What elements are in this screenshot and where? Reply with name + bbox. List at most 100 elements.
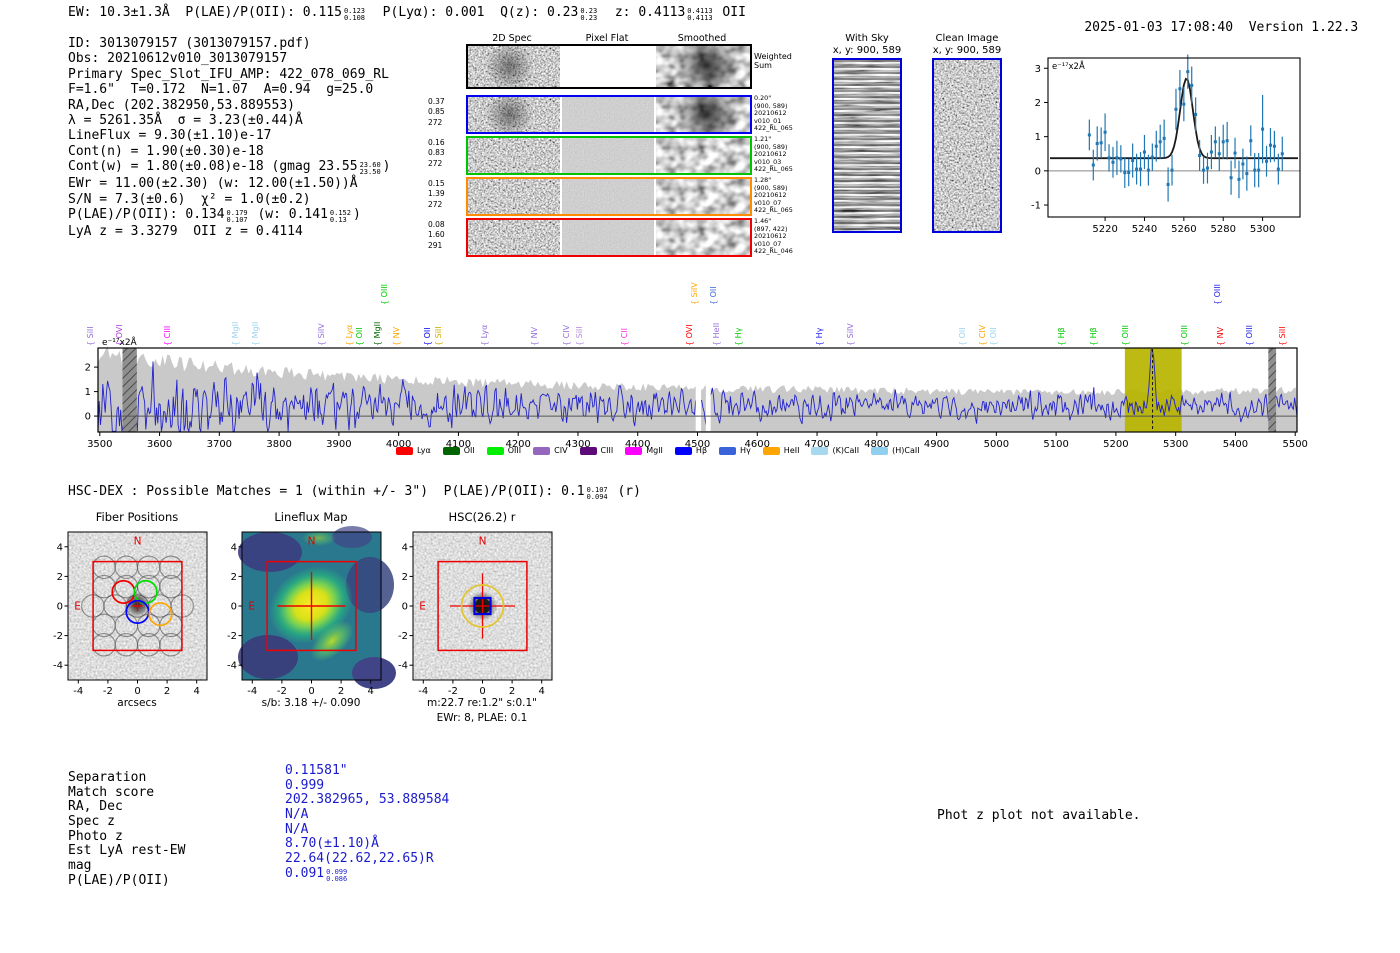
data-point (1209, 150, 1213, 154)
noise-rect (468, 97, 560, 132)
x-tick-label: 3900 (326, 439, 351, 450)
data-point (1225, 139, 1229, 143)
match-table-row-value: 0.091 0.099 0.086 (285, 866, 449, 883)
legend-label: (K)CaII (832, 446, 860, 455)
lineflux-map-panel: -4 -4 -2 -2 0 0 2 2 4 4 N E (227, 526, 396, 697)
data-point (1091, 163, 1095, 167)
cutout-right-label: (900, 589) (754, 101, 788, 110)
cutout-right-labels: 1.46" (897, 422) 20210612 v010_07 422_RL_046 (754, 217, 800, 256)
x-tick-label: 0 (479, 686, 485, 697)
x-tick-label: 3800 (266, 439, 291, 450)
data-point (1139, 167, 1143, 171)
info-line: P(LAE)/P(OII): 0.134 0.179 0.107 (w: 0.141… (68, 207, 391, 224)
cutout-right-label: v010_07 (754, 198, 782, 207)
data-point (1202, 168, 1206, 172)
data-point (1249, 139, 1253, 143)
cutout-cell-svg (656, 138, 750, 173)
x-tick-label: 0 (134, 686, 140, 697)
data-point (1241, 162, 1245, 166)
x-tick-label: 5240 (1132, 224, 1157, 235)
x-tick-label: 2 (164, 686, 170, 697)
data-point (1182, 102, 1186, 106)
data-point (1205, 166, 1209, 170)
y-tick-label: 4 (402, 542, 408, 553)
legend-item: Hβ (674, 446, 707, 455)
cutout-left-label: 272 (428, 158, 443, 168)
text-segment: Cont(n) = 1.90(±0.30)e-18 (68, 143, 264, 159)
pixelflat-image (562, 220, 654, 255)
text-segment: ) (352, 207, 361, 223)
noise-rect (468, 138, 560, 173)
y-axis-label: e⁻¹⁷x2Å (102, 336, 138, 348)
data-point (1142, 150, 1146, 154)
x-tick-label: 3600 (147, 439, 172, 450)
match-table-row-value: 8.70(±1.10)Å (285, 836, 449, 851)
masked-gap (705, 349, 711, 431)
data-point (1190, 83, 1194, 87)
noise-rect (562, 97, 654, 132)
cutout-left-label: 0.85 (428, 107, 445, 117)
pixelflat-image (562, 97, 654, 132)
hi-value: 0.099 (326, 867, 348, 876)
cutout-left-label: 291 (428, 240, 443, 250)
match-table-row-value: 22.64(22.62,22.65)R (285, 851, 449, 866)
match-table-row-label: Photo z (68, 828, 123, 844)
dark-patch (238, 635, 298, 679)
meta-gap (1233, 20, 1249, 35)
cutout-right-label: 1.46" (754, 217, 772, 225)
lo-value: 0.4113 (687, 14, 713, 22)
legend-item: Hγ (719, 446, 751, 455)
x-tick-label: 4100 (446, 439, 471, 450)
x-tick-label: -4 (247, 686, 257, 697)
data-point (1146, 168, 1150, 172)
cutout-right-labels: 0.20" (900, 589) 20210612 v010_01 422_RL_065 (754, 94, 800, 133)
compass-east-label: E (74, 601, 81, 613)
y-tick-label: 0 (1035, 166, 1041, 177)
x-tick-label: 5500 (1282, 439, 1307, 450)
col-header-smoothed: Smoothed (677, 33, 727, 44)
noise-rect (468, 220, 560, 255)
noise-rect (656, 220, 750, 255)
text-segment: 202.382965, 53.889584 (285, 792, 450, 808)
cutout-cell-svg (468, 138, 560, 173)
legend-item: CIV (533, 446, 568, 455)
match-table-row-label: RA, Dec (68, 799, 123, 815)
data-point (1268, 143, 1272, 147)
legend-label: CIII (600, 446, 614, 455)
y-tick-label: 4 (231, 542, 237, 553)
gaussian-fit-curve (1050, 77, 1298, 160)
text-segment: Primary Spec_Slot_IFU_AMP: 422_078_069_R… (68, 66, 389, 82)
smoothed-image (656, 179, 750, 214)
cutout-left-label: 272 (428, 117, 443, 127)
hi-value: 0.179 (226, 209, 248, 218)
data-point (1095, 141, 1099, 145)
spec2d-image (468, 220, 560, 255)
cutout-cell-svg (562, 46, 654, 87)
x-tick-label: 4400 (625, 439, 650, 450)
noise-rect (834, 60, 900, 231)
hi-lo-value: 0.107 0.094 (587, 487, 608, 501)
spectrum-legend: Lyα OII OIII CIV CIII MgII Hβ Hγ HeII (K)CaII (H)C… (396, 446, 920, 455)
lineflux-panel-title: Lineflux Map (274, 510, 348, 524)
cutout-left-label: 1.39 (428, 189, 445, 199)
text-segment: P(LAE)/P(OII): 0.134 (68, 207, 225, 223)
legend-swatch (579, 446, 597, 455)
spec2d-dark-smudge (468, 97, 560, 132)
hsc-panel-title: HSC(26.2) r (448, 510, 516, 524)
legend-swatch (486, 446, 504, 455)
cutout-row-strip (466, 44, 752, 89)
data-point (1099, 141, 1103, 145)
match-table-values: 0.11581" 0.999 202.382965, 53.889584 N/A N/A… (285, 763, 450, 883)
noise-rect (468, 179, 560, 214)
x-tick-label: -2 (103, 686, 113, 697)
sky-panel-subtitle: x, y: 900, 589 (932, 44, 1002, 56)
data-point (1150, 155, 1154, 159)
lo-value: 23.50 (359, 168, 381, 177)
fiber-xlabel: arcsecs (117, 697, 157, 709)
data-point (1170, 168, 1174, 172)
legend-swatch (871, 446, 889, 455)
cutout-right-label: 0.20" (754, 94, 772, 102)
extraction-box (266, 560, 357, 652)
lo-value: 0.086 (326, 874, 348, 883)
clean-image (932, 58, 1002, 233)
